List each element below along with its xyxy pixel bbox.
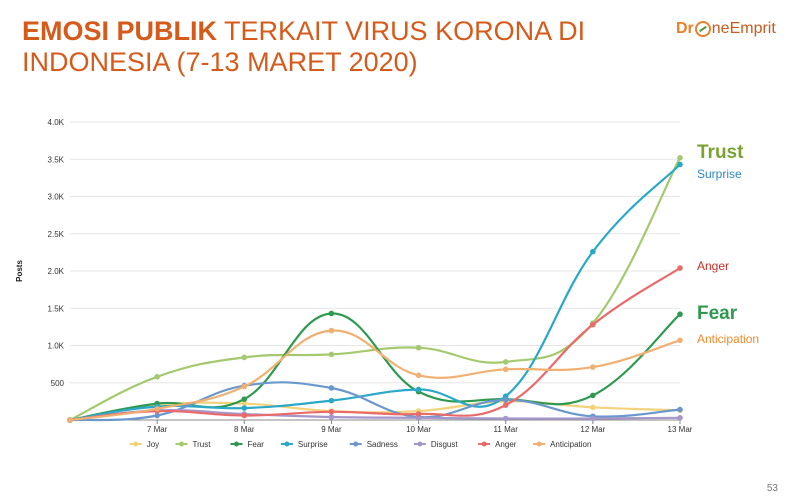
- annotation-anger: Anger: [697, 259, 729, 273]
- series-line-anticipation: [69, 329, 681, 422]
- x-tick-label: 9 Mar: [321, 425, 342, 434]
- data-point-anticipation: [67, 417, 73, 423]
- logo-text-a: Dr: [676, 20, 694, 37]
- legend-label-joy: Joy: [147, 440, 159, 449]
- y-tick-label: 1.0K: [48, 342, 65, 351]
- annotation-anticipation: Anticipation: [697, 332, 759, 346]
- data-point-anger: [590, 321, 596, 328]
- series-line-surprise: [69, 163, 681, 422]
- data-point-disgust: [502, 415, 509, 422]
- legend-label-fear: Fear: [248, 440, 265, 449]
- data-point-sadness: [154, 412, 160, 419]
- data-point-anticipation: [328, 327, 335, 334]
- data-point-surprise: [415, 386, 422, 393]
- data-point-disgust: [328, 414, 335, 420]
- legend-marker-joy: [133, 441, 139, 447]
- logo-text-b: neEmprit: [711, 20, 776, 37]
- y-tick-label: 2.5K: [48, 230, 65, 239]
- annotation-surprise: Surprise: [697, 167, 742, 181]
- annotation-fear: Fear: [697, 303, 738, 324]
- legend-marker-trust: [179, 441, 184, 447]
- y-tick-label: 3.0K: [48, 193, 65, 202]
- data-point-trust: [154, 373, 160, 380]
- legend-label-sadness: Sadness: [367, 440, 398, 449]
- y-tick-label: 3.5K: [48, 155, 65, 164]
- legend-label-surprise: Surprise: [298, 440, 328, 449]
- legend-marker-sadness: [353, 441, 359, 447]
- x-tick-label: 7 Mar: [147, 425, 168, 434]
- data-point-anger: [415, 411, 422, 417]
- page-number: 53: [766, 483, 778, 494]
- x-tick-label: 12 Mar: [580, 425, 605, 434]
- data-point-sadness: [677, 406, 683, 413]
- drone-icon: [694, 21, 711, 37]
- data-point-anticipation: [154, 406, 160, 412]
- legend-marker-fear: [234, 441, 239, 447]
- series-line-anger: [69, 267, 681, 422]
- data-point-anticipation: [590, 364, 596, 370]
- data-point-fear: [241, 396, 248, 402]
- series-line-trust: [69, 157, 681, 421]
- data-point-joy: [590, 404, 596, 411]
- y-tick-label: 500: [51, 379, 65, 388]
- data-point-trust: [328, 351, 335, 358]
- data-point-disgust: [590, 415, 596, 422]
- data-point-surprise: [677, 161, 683, 168]
- legend-marker-anticipation: [536, 441, 542, 447]
- legend-label-anticipation: Anticipation: [550, 440, 591, 449]
- legend-marker-anger: [481, 441, 487, 447]
- series-line-sadness: [69, 381, 681, 422]
- legend-marker-disgust: [417, 441, 423, 447]
- legend-label-anger: Anger: [495, 440, 517, 449]
- data-point-trust: [415, 344, 422, 351]
- annotation-trust: Trust: [697, 142, 744, 163]
- data-point-joy: [241, 400, 248, 407]
- data-point-anticipation: [415, 372, 422, 379]
- page-title: EMOSI PUBLIK TERKAIT VIRUS KORONA DI IND…: [22, 16, 642, 78]
- x-tick-label: 8 Mar: [234, 425, 255, 434]
- data-point-surprise: [590, 248, 596, 255]
- legend-label-trust: Trust: [193, 440, 212, 449]
- y-tick-label: 4.0K: [48, 118, 65, 127]
- data-point-anticipation: [502, 366, 509, 373]
- x-tick-label: 13 Mar: [668, 425, 693, 434]
- data-point-disgust: [677, 414, 683, 421]
- data-point-anger: [241, 412, 248, 419]
- title-bold: EMOSI PUBLIK: [22, 16, 218, 46]
- title-rest: TERKAIT VIRUS KORONA DI INDONESIA (7-13 …: [22, 16, 586, 77]
- data-point-anticipation: [241, 383, 248, 390]
- y-tick-label: 1.5K: [48, 304, 65, 313]
- data-point-trust: [502, 359, 509, 365]
- y-axis-title: Posts: [15, 260, 24, 282]
- x-tick-label: 11 Mar: [494, 425, 519, 434]
- legend-label-disgust: Disgust: [431, 440, 458, 449]
- data-point-anger: [502, 402, 509, 408]
- data-point-trust: [677, 154, 683, 161]
- legend-marker-surprise: [284, 441, 290, 447]
- data-point-surprise: [328, 397, 335, 404]
- data-point-surprise: [241, 405, 248, 411]
- drone-emprit-logo: Dr neEmprit: [676, 20, 776, 38]
- data-point-fear: [590, 392, 596, 399]
- data-point-anticipation: [677, 337, 683, 344]
- data-point-fear: [677, 311, 683, 318]
- data-point-sadness: [502, 397, 509, 403]
- x-tick-label: 10 Mar: [406, 425, 431, 434]
- data-point-trust: [241, 354, 248, 361]
- data-point-anger: [677, 265, 683, 271]
- data-point-anger: [328, 409, 335, 415]
- y-tick-label: 2.0K: [48, 267, 65, 276]
- data-point-sadness: [328, 385, 335, 391]
- data-point-fear: [328, 310, 335, 317]
